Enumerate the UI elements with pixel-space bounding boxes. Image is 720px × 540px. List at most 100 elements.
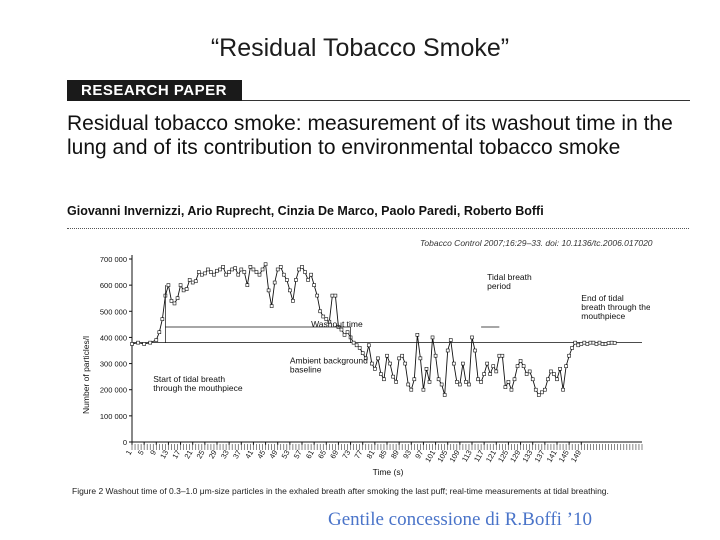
data-point bbox=[203, 271, 207, 276]
x-tick-label: 49 bbox=[267, 449, 279, 461]
data-point bbox=[169, 299, 174, 303]
data-point bbox=[254, 270, 259, 274]
data-point bbox=[464, 380, 468, 384]
data-point bbox=[342, 333, 347, 337]
data-point bbox=[533, 387, 538, 392]
data-point bbox=[285, 278, 289, 282]
data-point bbox=[269, 304, 274, 308]
data-point bbox=[527, 369, 532, 374]
x-tick-label: 13 bbox=[158, 449, 170, 461]
data-point bbox=[591, 340, 596, 345]
data-point bbox=[582, 340, 587, 345]
data-point bbox=[248, 265, 253, 269]
y-axis: 0 100 000 200 000 300 000 400 000 500 000 600 … bbox=[100, 255, 133, 447]
x-tick-label: 21 bbox=[182, 449, 194, 461]
data-point bbox=[570, 346, 574, 350]
data-point bbox=[193, 279, 198, 284]
data-point bbox=[330, 293, 335, 298]
data-point bbox=[503, 385, 508, 389]
data-point bbox=[351, 340, 356, 345]
data-point bbox=[543, 387, 547, 392]
data-point bbox=[136, 340, 140, 345]
data-point bbox=[321, 314, 326, 319]
data-point bbox=[448, 338, 453, 342]
data-point bbox=[260, 267, 265, 272]
x-tick-label: 89 bbox=[389, 449, 401, 461]
data-point bbox=[345, 330, 350, 334]
data-point bbox=[394, 380, 398, 384]
x-tick-label: 41 bbox=[243, 449, 255, 461]
data-point bbox=[333, 293, 338, 298]
data-point bbox=[494, 369, 499, 374]
washout-chart: 0 100 000 200 000 300 000 400 000 500 000 600 … bbox=[81, 255, 650, 477]
data-point bbox=[178, 283, 183, 287]
x-tick-label: 5 bbox=[136, 449, 146, 457]
data-point bbox=[300, 265, 304, 269]
data-point bbox=[294, 278, 298, 282]
data-point bbox=[612, 341, 617, 345]
data-point bbox=[366, 343, 371, 348]
journal-citation: Tobacco Control 2007;16:29–33. doi: 10.1… bbox=[420, 238, 653, 248]
data-point bbox=[458, 382, 462, 387]
x-tick-label: 77 bbox=[352, 449, 364, 461]
data-point bbox=[482, 372, 486, 376]
y-tick-label: 700 000 bbox=[100, 255, 127, 264]
data-point bbox=[540, 390, 544, 395]
x-tick-label: 125 bbox=[496, 449, 510, 464]
x-tick-label: 37 bbox=[231, 449, 243, 461]
data-point bbox=[181, 288, 186, 293]
data-point bbox=[470, 335, 474, 340]
data-point bbox=[278, 265, 283, 269]
y-tick-label: 500 000 bbox=[100, 307, 127, 316]
data-point bbox=[200, 272, 204, 277]
x-tick-label: 29 bbox=[207, 449, 219, 461]
data-point bbox=[184, 287, 189, 291]
data-point bbox=[536, 393, 541, 397]
x-tick-label: 121 bbox=[484, 449, 498, 464]
x-tick-label: 45 bbox=[255, 449, 267, 461]
data-point bbox=[291, 299, 295, 303]
data-point bbox=[257, 272, 262, 277]
data-point bbox=[491, 364, 496, 368]
data-point bbox=[506, 380, 511, 384]
y-tick-label: 200 000 bbox=[100, 386, 127, 395]
data-point bbox=[221, 265, 225, 269]
tidal-breath-annotation: Tidal breath period bbox=[487, 272, 532, 291]
y-axis-label: Number of particles/l bbox=[81, 336, 91, 414]
data-point bbox=[379, 372, 383, 376]
data-point bbox=[576, 343, 581, 348]
data-point bbox=[603, 342, 608, 346]
data-point bbox=[418, 356, 423, 361]
x-tick-label: 101 bbox=[423, 449, 437, 464]
x-tick-label: 53 bbox=[280, 449, 292, 461]
data-point bbox=[187, 278, 192, 282]
data-point bbox=[309, 272, 313, 277]
data-point bbox=[473, 348, 477, 353]
data-point bbox=[245, 283, 250, 287]
x-tick-label: 113 bbox=[460, 449, 474, 464]
data-point bbox=[233, 266, 238, 270]
y-tick-label: 0 bbox=[123, 438, 127, 447]
data-point bbox=[196, 270, 201, 274]
data-point bbox=[567, 353, 571, 358]
x-axis: 1 5 9 13 17 21 25 29 33 37 41 45 49 53 57 61 65 69 73 77 81 8… bbox=[124, 441, 643, 464]
data-point bbox=[327, 319, 332, 324]
data-point bbox=[166, 283, 171, 287]
end-tidal-breath-annotation: End of tidal breath through the mouthpiece bbox=[581, 293, 650, 321]
data-point bbox=[555, 377, 559, 382]
data-point bbox=[160, 317, 165, 321]
data-point bbox=[385, 353, 389, 358]
data-point bbox=[442, 393, 447, 397]
data-point bbox=[430, 335, 435, 340]
data-point bbox=[445, 348, 450, 353]
data-point bbox=[376, 356, 380, 361]
x-tick-label: 61 bbox=[304, 449, 316, 461]
x-tick-label: 145 bbox=[557, 449, 571, 464]
data-point bbox=[318, 309, 323, 314]
data-point bbox=[530, 377, 535, 382]
data-point bbox=[476, 377, 480, 382]
data-point bbox=[306, 278, 310, 282]
data-point bbox=[415, 333, 420, 337]
data-point bbox=[382, 377, 386, 382]
x-tick-label: 65 bbox=[316, 449, 328, 461]
